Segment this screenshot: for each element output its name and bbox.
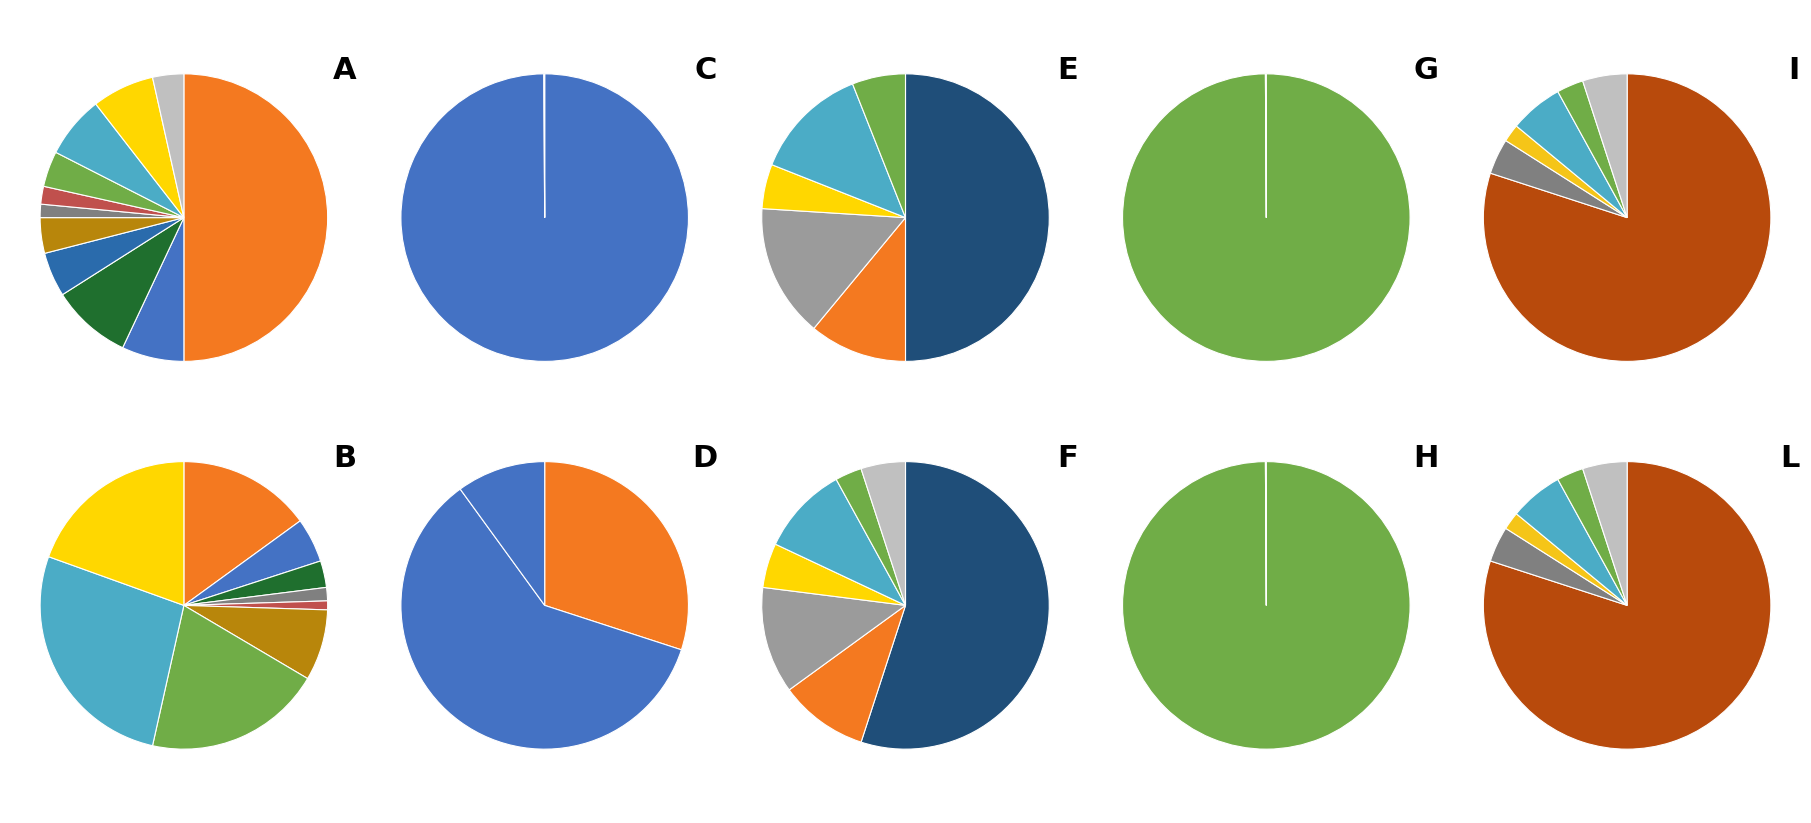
Wedge shape (185, 561, 326, 606)
Wedge shape (152, 606, 308, 749)
Wedge shape (152, 74, 185, 217)
Wedge shape (1505, 126, 1626, 217)
Wedge shape (460, 462, 545, 606)
Wedge shape (96, 77, 185, 217)
Wedge shape (49, 462, 185, 606)
Wedge shape (40, 556, 185, 746)
Wedge shape (185, 521, 321, 606)
Wedge shape (1483, 74, 1771, 361)
Text: F: F (1058, 444, 1078, 472)
Text: H: H (1413, 444, 1438, 472)
Text: C: C (695, 56, 717, 85)
Wedge shape (400, 489, 681, 749)
Wedge shape (1583, 462, 1626, 606)
Wedge shape (790, 606, 906, 742)
Wedge shape (771, 84, 906, 217)
Wedge shape (860, 462, 906, 606)
Wedge shape (1516, 91, 1626, 217)
Wedge shape (775, 480, 906, 606)
Wedge shape (45, 217, 185, 295)
Wedge shape (1557, 81, 1626, 217)
Wedge shape (185, 601, 328, 610)
Text: E: E (1058, 56, 1078, 85)
Wedge shape (762, 588, 906, 690)
Wedge shape (40, 186, 185, 217)
Wedge shape (123, 217, 185, 361)
Wedge shape (813, 217, 906, 361)
Wedge shape (400, 74, 688, 361)
Wedge shape (56, 104, 185, 217)
Wedge shape (1483, 462, 1771, 749)
Wedge shape (43, 152, 185, 217)
Wedge shape (1490, 141, 1626, 217)
Wedge shape (545, 462, 688, 650)
Wedge shape (40, 204, 185, 217)
Wedge shape (185, 74, 328, 361)
Text: I: I (1787, 56, 1800, 85)
Text: D: D (692, 444, 717, 472)
Wedge shape (63, 217, 185, 347)
Wedge shape (1505, 514, 1626, 606)
Wedge shape (40, 217, 185, 253)
Wedge shape (185, 462, 301, 606)
Wedge shape (906, 74, 1049, 361)
Wedge shape (762, 544, 906, 606)
Text: L: L (1780, 444, 1800, 472)
Wedge shape (185, 588, 328, 606)
Wedge shape (1516, 480, 1626, 606)
Wedge shape (1583, 74, 1626, 217)
Wedge shape (1557, 468, 1626, 606)
Wedge shape (1123, 462, 1411, 749)
Wedge shape (1123, 74, 1411, 361)
Wedge shape (185, 606, 328, 679)
Wedge shape (762, 165, 906, 217)
Wedge shape (837, 468, 906, 606)
Wedge shape (853, 74, 906, 217)
Wedge shape (1490, 528, 1626, 606)
Wedge shape (860, 462, 1049, 749)
Text: B: B (333, 444, 357, 472)
Wedge shape (762, 208, 906, 328)
Text: G: G (1414, 56, 1438, 85)
Text: A: A (333, 56, 357, 85)
